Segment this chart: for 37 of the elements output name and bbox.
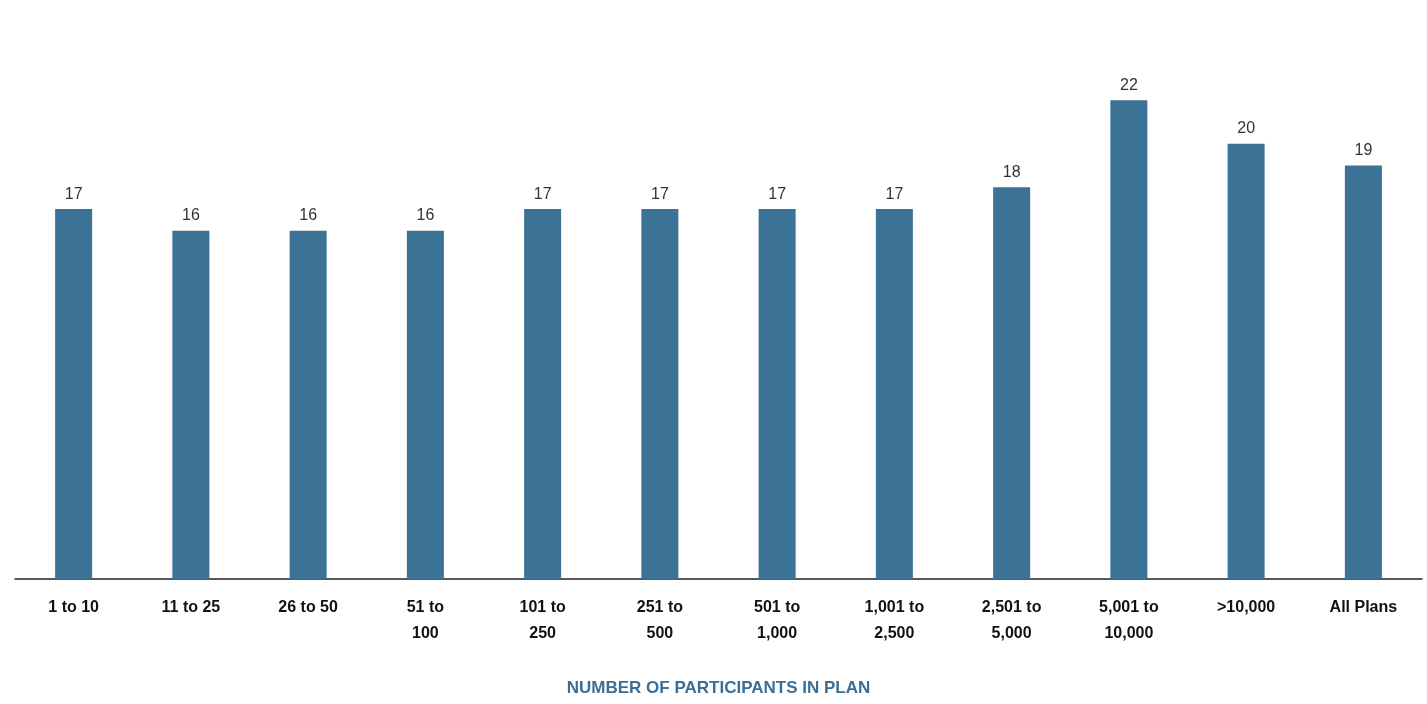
data-label: 19 (1354, 141, 1373, 159)
x-tick-label: 26 to 50 (278, 597, 339, 615)
bar (1110, 100, 1148, 579)
data-label: 18 (1002, 162, 1021, 180)
bar (993, 187, 1031, 579)
x-tick-label: 2,501 to 5,000 (981, 597, 1042, 641)
x-tick-label: 11 to 25 (161, 597, 221, 615)
bar (875, 209, 913, 579)
data-label: 17 (885, 184, 904, 202)
bar (641, 209, 679, 579)
x-tick-label: 51 to 100 (406, 597, 445, 641)
x-tick-label: 1,001 to 2,500 (864, 597, 925, 641)
x-tick-label: 1 to 10 (48, 597, 100, 615)
bar (406, 230, 444, 579)
bar (758, 209, 796, 579)
data-label: 17 (533, 184, 552, 202)
bar (524, 209, 562, 579)
bar (172, 230, 210, 579)
bar (289, 230, 327, 579)
data-label: 22 (1119, 75, 1138, 93)
data-label: 16 (181, 206, 200, 224)
x-tick-label: >10,000 (1216, 597, 1276, 615)
data-label: 16 (416, 206, 435, 224)
x-tick-label: 5,001 to 10,000 (1099, 597, 1159, 641)
data-label: 20 (1237, 119, 1256, 137)
data-label: 17 (650, 184, 669, 202)
x-tick-label: All Plans (1329, 597, 1398, 615)
x-axis-title: NUMBER OF PARTICIPANTS IN PLAN (566, 678, 871, 697)
x-tick-label: 251 to 500 (636, 597, 684, 641)
x-tick-label: 101 to 250 (519, 597, 566, 641)
data-label: 17 (64, 184, 83, 202)
data-label: 17 (768, 184, 787, 202)
bar (1227, 143, 1265, 579)
bar (55, 209, 93, 579)
bar (1344, 165, 1382, 579)
data-label: 16 (299, 206, 318, 224)
x-tick-label: 501 to 1,000 (754, 597, 801, 641)
